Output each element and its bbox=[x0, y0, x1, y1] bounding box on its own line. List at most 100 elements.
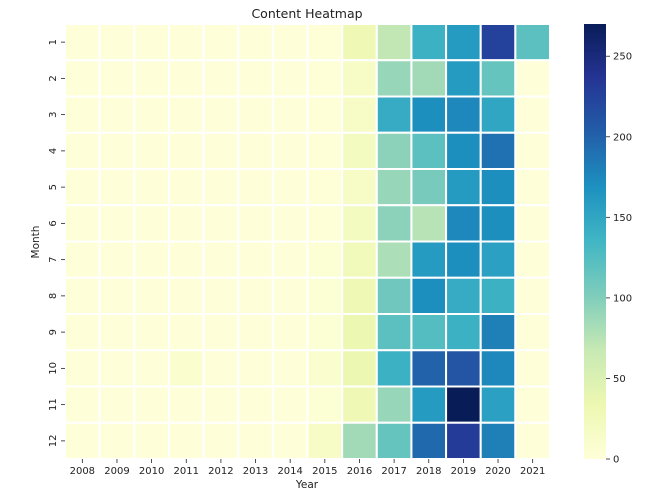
heatmap-cell bbox=[410, 276, 448, 315]
heatmap-cell bbox=[479, 131, 517, 170]
heatmap-cell bbox=[479, 349, 517, 388]
heatmap-cell bbox=[98, 168, 136, 207]
heatmap-cell bbox=[271, 385, 309, 424]
heatmap-cell bbox=[98, 349, 136, 388]
heatmap-cell bbox=[202, 131, 240, 170]
heatmap-cell bbox=[341, 59, 378, 98]
heatmap-cell bbox=[306, 240, 344, 279]
heatmap-cell bbox=[98, 131, 136, 170]
heatmap-cell bbox=[237, 385, 274, 424]
heatmap-cell bbox=[445, 349, 482, 388]
y-tick-label: 12 bbox=[48, 435, 59, 448]
heatmap-cell bbox=[202, 59, 240, 98]
x-tick-label: 2012 bbox=[208, 466, 233, 477]
y-tick-label: 5 bbox=[48, 184, 59, 190]
heatmap-cell bbox=[375, 168, 413, 207]
heatmap-cell bbox=[479, 95, 517, 134]
heatmap-cell bbox=[341, 276, 378, 315]
heatmap-cell bbox=[410, 349, 448, 388]
heatmap-cell bbox=[64, 23, 101, 62]
colorbar-tick-label: 50 bbox=[613, 374, 626, 385]
heatmap-cell bbox=[445, 204, 482, 243]
heatmap-cell bbox=[341, 23, 378, 62]
y-axis-label: Month bbox=[30, 226, 42, 259]
heatmap-cell bbox=[237, 421, 274, 460]
y-tick-label: 7 bbox=[48, 256, 59, 262]
heatmap-cell bbox=[271, 313, 309, 352]
heatmap-cell bbox=[271, 240, 309, 279]
heatmap-cell bbox=[445, 95, 482, 134]
heatmap-cell bbox=[445, 276, 482, 315]
heatmap-cell bbox=[410, 204, 448, 243]
heatmap-cell bbox=[514, 95, 551, 134]
heatmap-cell bbox=[479, 204, 517, 243]
heatmap-cell bbox=[271, 421, 309, 460]
heatmap-cell bbox=[64, 95, 101, 134]
heatmap-cell bbox=[306, 204, 344, 243]
heatmap-cell bbox=[202, 313, 240, 352]
heatmap-cell bbox=[341, 385, 378, 424]
heatmap-cell bbox=[167, 240, 205, 279]
heatmap-cell bbox=[375, 240, 413, 279]
heatmap-cell bbox=[410, 59, 448, 98]
colorbar-ticks: 0 50 100 150 200 250 bbox=[606, 52, 632, 466]
heatmap-cell bbox=[410, 168, 448, 207]
heatmap-cell bbox=[445, 131, 482, 170]
heatmap-cell bbox=[271, 95, 309, 134]
heatmap-cell bbox=[306, 23, 344, 62]
heatmap-cell bbox=[479, 168, 517, 207]
heatmap-cell bbox=[237, 23, 274, 62]
heatmap-cell bbox=[514, 168, 551, 207]
heatmap-cell bbox=[410, 23, 448, 62]
heatmap-cell bbox=[479, 59, 517, 98]
heatmap-cell bbox=[375, 421, 413, 460]
heatmap-cell bbox=[410, 421, 448, 460]
heatmap-cell bbox=[237, 168, 274, 207]
x-tick-label: 2018 bbox=[416, 466, 441, 477]
heatmap-cell bbox=[445, 385, 482, 424]
heatmap-cell bbox=[64, 59, 101, 98]
heatmap-cell bbox=[479, 276, 517, 315]
heatmap-cell bbox=[306, 313, 344, 352]
x-tick-label: 2020 bbox=[485, 466, 510, 477]
heatmap-cell bbox=[375, 95, 413, 134]
y-tick-label: 9 bbox=[48, 329, 59, 335]
colorbar-tick-label: 150 bbox=[613, 213, 632, 224]
heatmap-cell bbox=[202, 204, 240, 243]
y-tick-label: 8 bbox=[48, 293, 59, 299]
heatmap-cell bbox=[306, 95, 344, 134]
heatmap-cell bbox=[202, 276, 240, 315]
heatmap-cell bbox=[306, 131, 344, 170]
heatmap-cell bbox=[271, 204, 309, 243]
y-tick-label: 6 bbox=[48, 220, 59, 226]
y-tick-label: 4 bbox=[48, 148, 59, 154]
y-tick-label: 1 bbox=[48, 39, 59, 45]
heatmap-cell bbox=[98, 23, 136, 62]
heatmap-cell bbox=[410, 313, 448, 352]
heatmap-cell bbox=[167, 349, 205, 388]
heatmap-cell bbox=[514, 23, 551, 62]
x-tick-label: 2014 bbox=[277, 466, 302, 477]
colorbar-tick-label: 200 bbox=[613, 132, 632, 143]
heatmap-cell bbox=[64, 131, 101, 170]
heatmap-cell bbox=[514, 421, 551, 460]
heatmap-cell bbox=[375, 313, 413, 352]
heatmap-cell bbox=[341, 95, 378, 134]
heatmap-cell bbox=[445, 421, 482, 460]
heatmap-cell bbox=[167, 276, 205, 315]
heatmap-cell bbox=[133, 313, 170, 352]
heatmap-cell bbox=[306, 385, 344, 424]
heatmap-cell bbox=[514, 313, 551, 352]
heatmap-cell bbox=[306, 168, 344, 207]
heatmap-cell bbox=[341, 204, 378, 243]
heatmap-cell bbox=[64, 385, 101, 424]
x-axis-label: Year bbox=[295, 479, 319, 491]
heatmap-cell bbox=[64, 168, 101, 207]
heatmap-cell bbox=[133, 168, 170, 207]
heatmap-cell bbox=[133, 204, 170, 243]
heatmap-cell bbox=[514, 59, 551, 98]
heatmap-cell bbox=[64, 349, 101, 388]
heatmap-cell bbox=[167, 131, 205, 170]
heatmap-cell bbox=[375, 131, 413, 170]
